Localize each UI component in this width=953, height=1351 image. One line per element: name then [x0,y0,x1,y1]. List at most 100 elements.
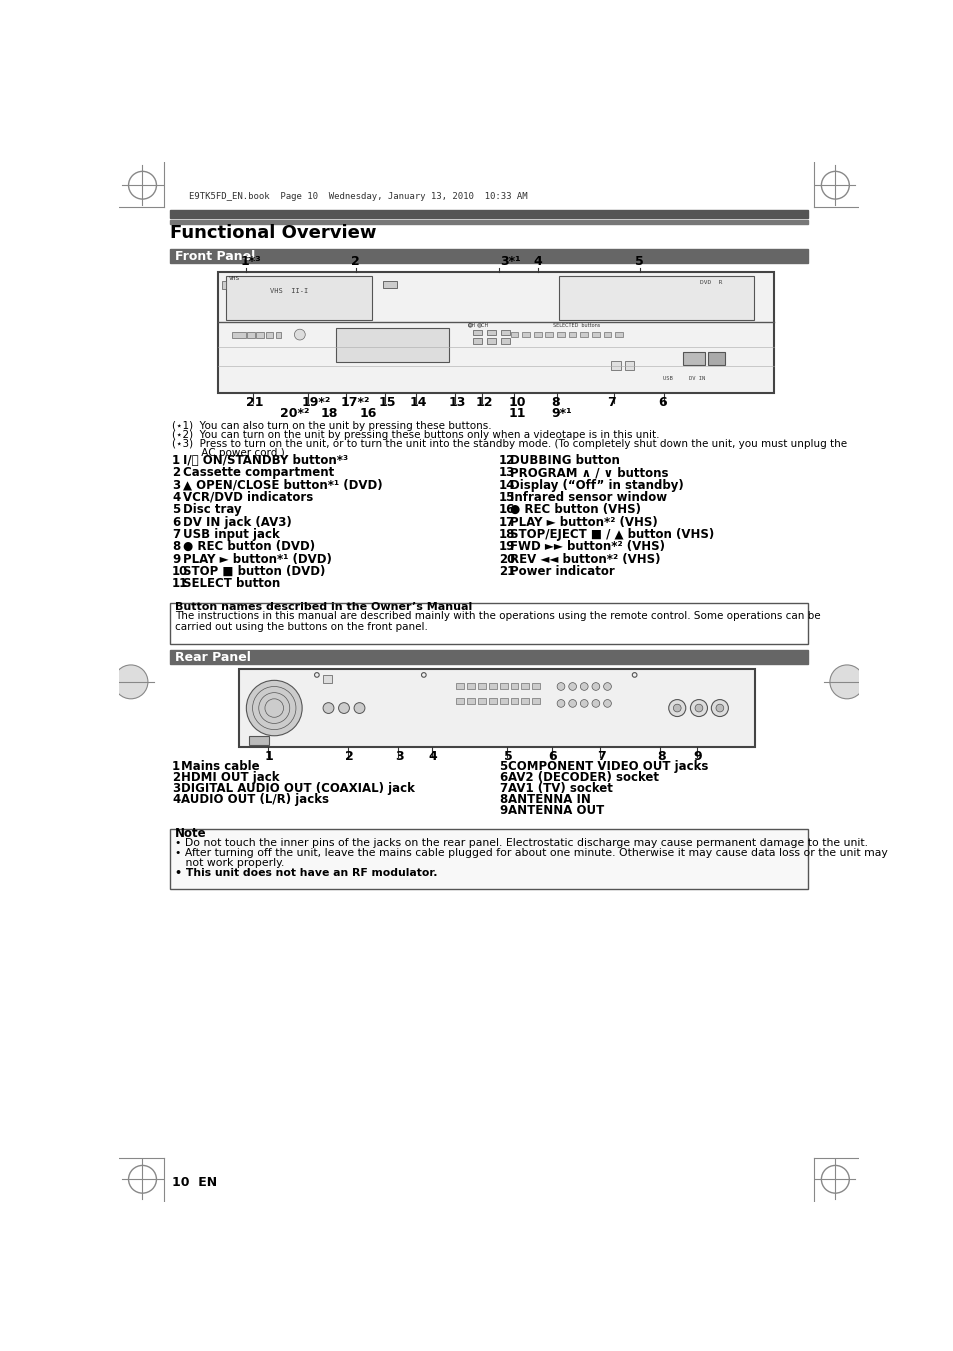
Bar [521,698,529,704]
Text: 12: 12 [498,454,515,467]
Text: 20: 20 [498,553,515,566]
Text: ● REC button (DVD): ● REC button (DVD) [183,540,314,553]
Bar [467,682,475,689]
Bar [545,331,553,336]
Bar [226,276,372,320]
Circle shape [603,682,611,690]
Bar [521,682,529,689]
Bar [510,331,517,336]
Text: 11: 11 [172,577,188,590]
Bar [382,281,396,288]
Text: CH    CH: CH CH [468,323,488,328]
Text: 3: 3 [172,782,180,794]
Text: 18: 18 [498,528,515,540]
Text: 8: 8 [550,396,559,409]
Bar [532,682,539,689]
Bar [510,682,517,689]
Bar [557,331,564,336]
Circle shape [468,323,472,327]
Bar [558,276,753,320]
Text: E9TK5FD_EN.book  Page 10  Wednesday, January 13, 2010  10:33 AM: E9TK5FD_EN.book Page 10 Wednesday, Janua… [189,192,527,201]
Text: 5: 5 [503,750,512,763]
Text: 9: 9 [498,804,507,816]
Text: 5: 5 [635,254,643,267]
Text: PLAY ► button*¹ (DVD): PLAY ► button*¹ (DVD) [183,553,332,566]
Text: 6: 6 [548,750,557,763]
Bar [232,331,245,338]
Bar [510,698,517,704]
Text: Functional Overview: Functional Overview [170,223,375,242]
Text: 4: 4 [172,793,180,805]
Text: (⋆1)  You can also turn on the unit by pressing these buttons.: (⋆1) You can also turn on the unit by pr… [172,420,491,431]
Text: STOP/EJECT ■ / ▲ button (VHS): STOP/EJECT ■ / ▲ button (VHS) [509,528,714,540]
Text: 4: 4 [172,490,180,504]
Bar [456,682,464,689]
Bar [624,361,633,370]
Bar [239,669,754,747]
Text: • This unit does not have an RF modulator.: • This unit does not have an RF modulato… [174,867,437,878]
Text: 6: 6 [658,396,666,409]
Bar [488,682,497,689]
Text: COMPONENT VIDEO OUT jacks: COMPONENT VIDEO OUT jacks [508,761,708,773]
Text: 6: 6 [172,516,180,528]
Text: 9*¹: 9*¹ [550,407,571,420]
Circle shape [829,665,863,698]
Text: 18: 18 [320,407,337,420]
Circle shape [592,682,599,690]
Text: Cassette compartment: Cassette compartment [183,466,334,480]
Text: 2: 2 [344,750,354,763]
Text: 20*²: 20*² [279,407,309,420]
Bar [247,331,254,338]
Text: Mains cable: Mains cable [181,761,259,773]
Text: 11: 11 [508,407,525,420]
Text: 17*²: 17*² [340,396,369,409]
Text: AV1 (TV) socket: AV1 (TV) socket [508,782,613,794]
Text: 3: 3 [172,478,180,492]
Text: VHS  II-I: VHS II-I [270,288,309,295]
Bar [456,698,464,704]
Circle shape [568,682,576,690]
Text: 3: 3 [395,750,403,763]
Text: 13: 13 [498,466,515,480]
Circle shape [695,704,702,712]
Circle shape [603,700,611,708]
Text: 7: 7 [172,528,180,540]
Text: ANTENNA IN: ANTENNA IN [508,793,591,805]
Text: 14: 14 [410,396,427,409]
Text: 14: 14 [498,478,515,492]
Bar [266,331,274,338]
Text: PROGRAM ∧ / ∨ buttons: PROGRAM ∧ / ∨ buttons [509,466,668,480]
Bar [611,361,620,370]
Bar [472,339,481,345]
Text: DUBBING button: DUBBING button [509,454,619,467]
Text: SELECTED  buttons: SELECTED buttons [553,323,599,328]
Circle shape [477,323,481,327]
Bar [477,698,485,704]
Text: PLAY ► button*² (VHS): PLAY ► button*² (VHS) [509,516,657,528]
Text: I/⏻ ON/STANDBY button*³: I/⏻ ON/STANDBY button*³ [183,454,348,467]
Text: DIGITAL AUDIO OUT (COAXIAL) jack: DIGITAL AUDIO OUT (COAXIAL) jack [181,782,415,794]
Circle shape [579,700,587,708]
Text: Disc tray: Disc tray [183,503,241,516]
Text: not work properly.: not work properly. [174,858,284,867]
Text: USB     DV IN: USB DV IN [662,376,705,381]
Circle shape [323,703,334,713]
Bar [335,328,448,362]
Text: 10: 10 [508,396,525,409]
Circle shape [690,700,707,716]
Text: 17: 17 [498,516,515,528]
Bar [579,331,587,336]
Text: 5: 5 [172,503,180,516]
Text: 21: 21 [246,396,264,409]
Text: SELECT button: SELECT button [183,577,280,590]
Text: STOP ■ button (DVD): STOP ■ button (DVD) [183,565,325,578]
Text: VHS: VHS [229,276,240,281]
Text: The instructions in this manual are described mainly with the operations using t: The instructions in this manual are desc… [174,612,820,621]
Text: ANTENNA OUT: ANTENNA OUT [508,804,604,816]
Text: 2: 2 [351,254,359,267]
Text: 8: 8 [172,540,180,553]
Text: HDMI OUT jack: HDMI OUT jack [181,771,279,784]
Text: 19: 19 [498,540,515,553]
Text: AC power cord.): AC power cord.) [172,449,284,458]
Text: Infrared sensor window: Infrared sensor window [509,490,666,504]
